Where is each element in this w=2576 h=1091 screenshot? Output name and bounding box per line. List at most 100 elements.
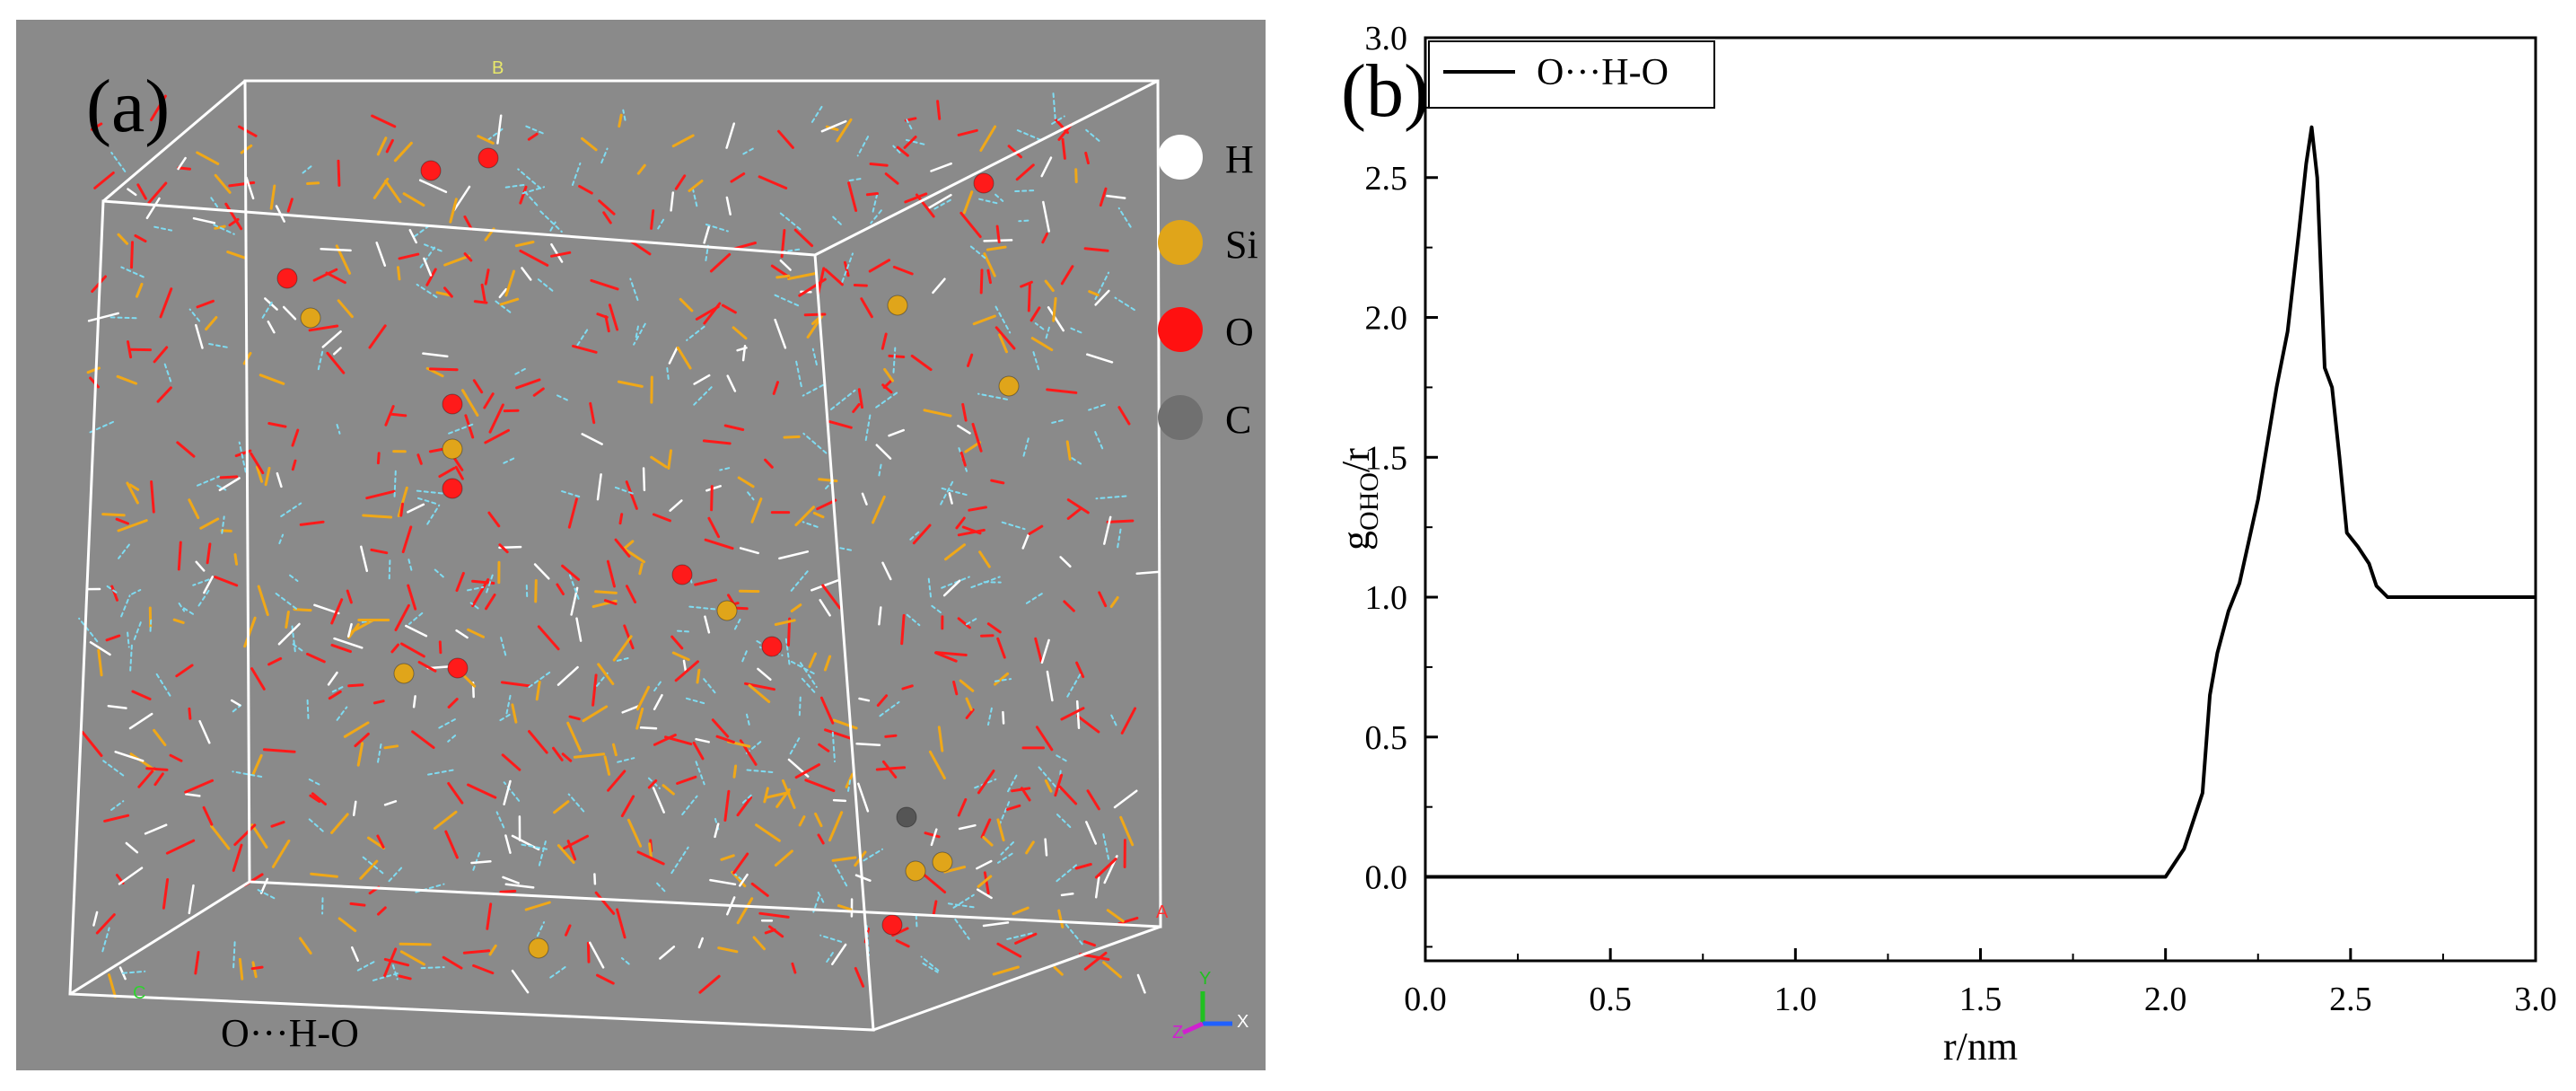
bond bbox=[704, 538, 734, 550]
bond bbox=[408, 229, 417, 244]
bond bbox=[978, 550, 991, 568]
bond bbox=[863, 848, 883, 862]
bond bbox=[968, 506, 987, 512]
bond bbox=[702, 439, 732, 445]
bond bbox=[86, 420, 114, 435]
bond bbox=[106, 585, 118, 594]
bond bbox=[486, 902, 493, 930]
bond bbox=[596, 473, 602, 501]
bond bbox=[1116, 528, 1122, 550]
bond bbox=[310, 872, 338, 878]
bond bbox=[196, 151, 220, 165]
bond bbox=[280, 502, 302, 517]
bond bbox=[750, 882, 769, 897]
bond bbox=[828, 811, 844, 842]
bond bbox=[772, 381, 779, 395]
bond bbox=[854, 966, 865, 988]
bond bbox=[781, 779, 796, 809]
bond bbox=[1051, 418, 1066, 424]
bond bbox=[692, 741, 705, 761]
bond bbox=[1085, 128, 1100, 142]
bond bbox=[626, 818, 643, 848]
bond bbox=[1011, 189, 1035, 193]
bond bbox=[461, 389, 479, 417]
bond bbox=[277, 622, 301, 646]
bond bbox=[391, 963, 399, 981]
bond bbox=[757, 667, 772, 682]
bond bbox=[930, 604, 942, 613]
bond bbox=[869, 163, 889, 167]
bond bbox=[941, 576, 970, 589]
bond bbox=[674, 660, 699, 682]
bond bbox=[791, 962, 797, 974]
bond bbox=[828, 420, 853, 429]
bond bbox=[834, 864, 848, 887]
bond bbox=[879, 700, 900, 717]
bond bbox=[393, 141, 413, 163]
bond bbox=[715, 735, 735, 743]
bond bbox=[1030, 306, 1041, 322]
bond bbox=[986, 622, 1002, 634]
bond bbox=[1060, 707, 1085, 721]
oxygen-atom-icon bbox=[1158, 307, 1203, 352]
bond bbox=[693, 374, 711, 385]
y-tick-label: 0.5 bbox=[1365, 719, 1408, 757]
bond bbox=[505, 694, 512, 715]
bond bbox=[521, 186, 546, 195]
bond bbox=[739, 873, 749, 887]
bond bbox=[267, 320, 276, 334]
bond bbox=[228, 180, 256, 188]
bond bbox=[635, 322, 640, 339]
bond bbox=[517, 168, 542, 189]
bond bbox=[629, 240, 652, 256]
bond bbox=[383, 957, 410, 967]
bond bbox=[455, 629, 469, 639]
bond bbox=[1035, 726, 1054, 752]
bond bbox=[261, 301, 273, 319]
bond bbox=[671, 134, 695, 148]
legend-box bbox=[1428, 40, 1715, 109]
simulation-box bbox=[68, 79, 1162, 1032]
bond bbox=[623, 624, 635, 650]
bond bbox=[120, 594, 131, 618]
bond bbox=[597, 663, 615, 685]
bond bbox=[594, 590, 618, 594]
bond bbox=[377, 906, 387, 916]
bond bbox=[1114, 296, 1135, 312]
bond bbox=[888, 428, 905, 437]
bond bbox=[855, 742, 881, 746]
bond bbox=[1001, 521, 1026, 531]
bond bbox=[1094, 289, 1110, 306]
bond bbox=[698, 974, 721, 994]
bond bbox=[774, 619, 796, 626]
bond bbox=[1074, 863, 1092, 870]
bond bbox=[810, 104, 824, 123]
bond bbox=[131, 589, 142, 595]
bond bbox=[745, 738, 765, 754]
bond bbox=[447, 782, 464, 805]
bond bbox=[226, 251, 248, 260]
bond bbox=[593, 873, 597, 885]
bond bbox=[276, 471, 283, 488]
bond bbox=[552, 746, 564, 761]
bond bbox=[955, 516, 966, 530]
bond bbox=[962, 190, 974, 215]
bond bbox=[723, 789, 731, 822]
bond bbox=[881, 332, 888, 350]
bond bbox=[336, 706, 348, 721]
bond bbox=[402, 192, 425, 207]
panel-a-caption: O···H-O bbox=[221, 1011, 359, 1055]
bond bbox=[159, 287, 173, 319]
bond bbox=[496, 714, 511, 723]
bond bbox=[553, 800, 570, 814]
bond bbox=[1052, 91, 1056, 119]
bond bbox=[550, 251, 572, 258]
bond bbox=[147, 181, 168, 205]
bond bbox=[578, 184, 593, 195]
bond bbox=[1120, 707, 1137, 735]
legend-label: H bbox=[1225, 137, 1254, 181]
y-axis-label: gOHO/r bbox=[1334, 448, 1384, 550]
bond bbox=[606, 559, 616, 588]
bond bbox=[798, 277, 827, 297]
bond bbox=[878, 606, 882, 626]
